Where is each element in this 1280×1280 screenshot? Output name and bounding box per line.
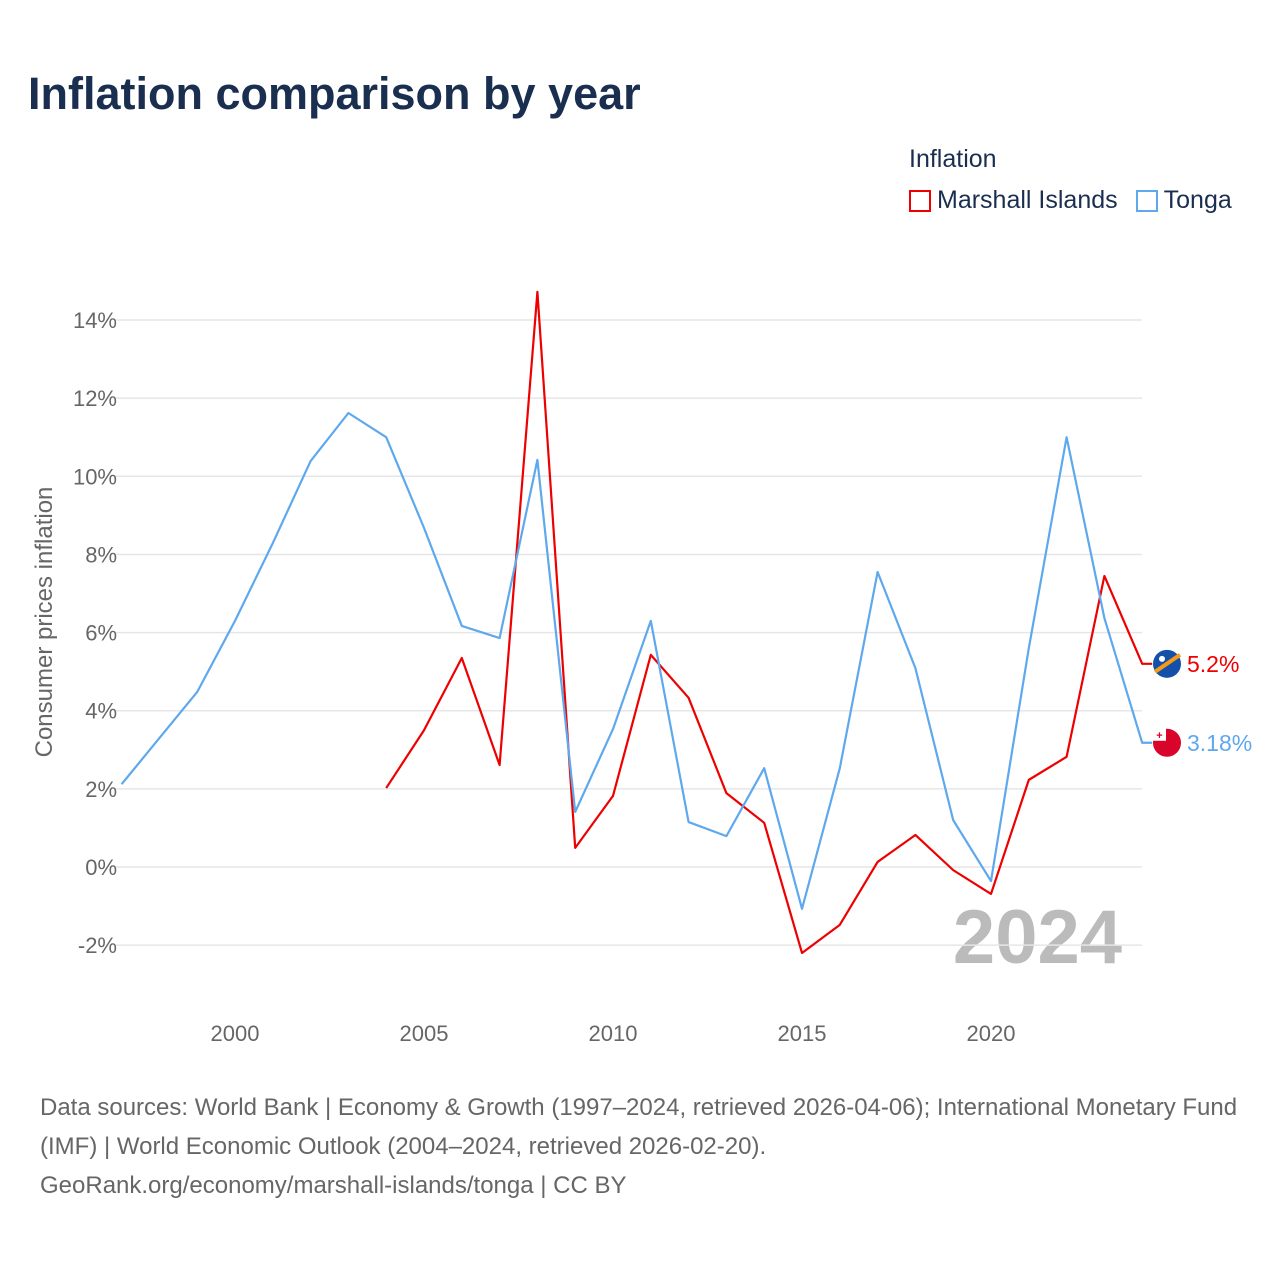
y-tick-label: 4% bbox=[85, 699, 117, 724]
x-tick-label: 2010 bbox=[589, 1021, 638, 1046]
x-tick-label: 2000 bbox=[211, 1021, 260, 1046]
legend-item-tonga[interactable]: Tonga bbox=[1135, 186, 1232, 215]
x-tick-label: 2020 bbox=[967, 1021, 1016, 1046]
legend-swatch bbox=[1135, 189, 1158, 212]
legend: Marshall Islands Tonga bbox=[909, 186, 1232, 215]
credit-link[interactable]: GeoRank.org/economy/marshall-islands/ton… bbox=[40, 1172, 627, 1199]
y-tick-label: 2% bbox=[85, 777, 117, 802]
y-tick-label: 12% bbox=[73, 386, 117, 411]
series-line-marshall-islands bbox=[385, 290, 1153, 955]
legend-label: Tonga bbox=[1163, 186, 1232, 214]
y-tick-label: 10% bbox=[73, 464, 117, 489]
flag-star bbox=[1159, 655, 1165, 662]
chart-title: Inflation comparison by year bbox=[28, 68, 641, 119]
flag-cross: + bbox=[1156, 730, 1162, 742]
series-line-tonga bbox=[120, 411, 1153, 910]
legend-title: Inflation bbox=[909, 145, 997, 173]
x-tick-label: 2005 bbox=[400, 1021, 449, 1046]
data-sources: Data sources: World Bank | Economy & Gro… bbox=[40, 1094, 1238, 1160]
y-tick-label: 8% bbox=[85, 542, 117, 567]
y-axis-label: Consumer prices inflation bbox=[31, 487, 58, 758]
end-value-label: 5.2% bbox=[1187, 651, 1239, 677]
y-tick-label: 0% bbox=[85, 855, 117, 880]
y-tick-label: -2% bbox=[78, 933, 117, 958]
end-value-label: 3.18% bbox=[1187, 730, 1252, 756]
footer: Data sources: World Bank | Economy & Gro… bbox=[40, 1088, 1240, 1205]
line-chart: Consumer prices inflation 2024 -2% 0% 2% 4%… bbox=[31, 290, 1252, 1046]
y-tick-label: 14% bbox=[73, 308, 117, 333]
year-watermark: 2024 bbox=[953, 895, 1122, 980]
legend-label: Marshall Islands bbox=[937, 186, 1118, 214]
x-tick-label: 2015 bbox=[778, 1021, 827, 1046]
flag-canton bbox=[1153, 728, 1166, 741]
flag-stripe bbox=[1153, 653, 1182, 674]
legend-swatch bbox=[909, 189, 931, 212]
y-tick-label: 6% bbox=[85, 621, 117, 646]
legend-item-marshall-islands[interactable]: Marshall Islands bbox=[909, 186, 1118, 215]
